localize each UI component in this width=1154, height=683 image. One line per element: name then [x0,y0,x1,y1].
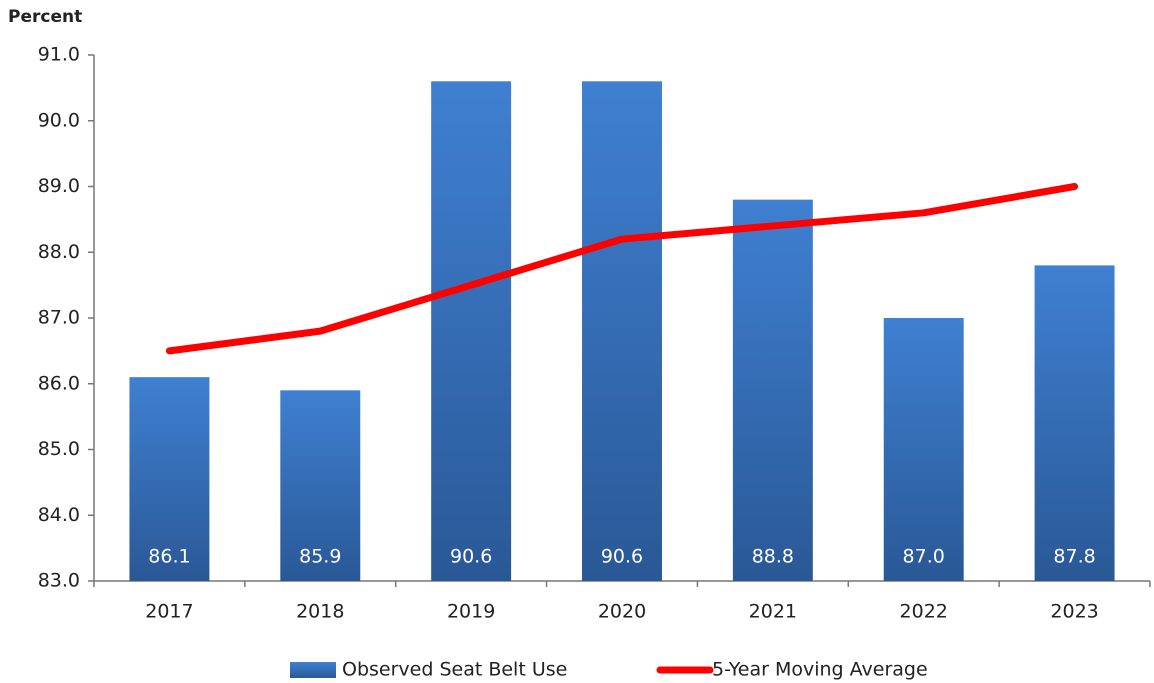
bar [431,81,512,582]
legend-label: 5-Year Moving Average [712,659,928,681]
legend-swatch [290,662,336,678]
y-tick-label: 86.0 [38,372,80,394]
legend-label: Observed Seat Belt Use [342,659,567,681]
y-tick-label: 85.0 [38,438,80,460]
y-axis-label: Percent [8,7,82,27]
line [165,183,1079,355]
y-tick-label: 91.0 [38,44,80,66]
y-tick-label: 89.0 [38,175,80,197]
bar [280,390,361,581]
bar [883,318,964,581]
bar [1034,265,1115,581]
y-tick-label: 88.0 [38,241,80,263]
bar-value-label: 90.6 [601,546,643,568]
y-tick-label: 87.0 [38,307,80,329]
x-tick-label: 2019 [447,601,495,623]
bar-value-label: 85.9 [299,546,341,568]
bar [582,81,662,582]
bar-value-label: 87.8 [1053,546,1095,568]
y-tick-label: 83.0 [38,570,80,592]
y-tick-label: 84.0 [38,504,80,526]
x-tick-label: 2018 [296,601,344,623]
bar-value-label: 87.0 [903,546,945,568]
x-tick-label: 2017 [145,601,193,623]
x-tick-label: 2020 [598,601,646,623]
x-tick-label: 2022 [900,601,948,623]
bar-value-label: 88.8 [752,546,794,568]
x-tick-label: 2023 [1050,601,1098,623]
bar [129,377,210,581]
bar [732,199,813,581]
bar-value-label: 86.1 [148,546,190,568]
bar-value-label: 90.6 [450,546,492,568]
x-tick-label: 2021 [749,601,797,623]
y-tick-label: 90.0 [38,109,80,131]
